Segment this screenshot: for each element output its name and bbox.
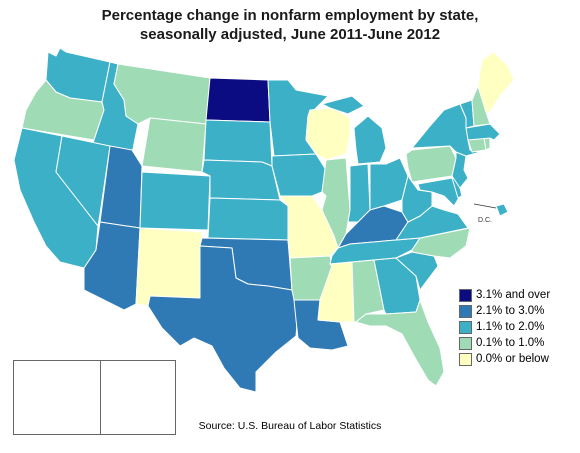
map-title: Percentage change in nonfarm employment … bbox=[0, 6, 580, 44]
legend-swatch bbox=[459, 352, 472, 366]
legend-swatch bbox=[459, 336, 472, 350]
legend-swatch bbox=[459, 288, 472, 302]
state-mi[interactable] bbox=[321, 95, 387, 165]
state-pa[interactable] bbox=[405, 145, 457, 183]
inset-divider bbox=[100, 361, 101, 434]
legend-item: 1.1% to 2.0% bbox=[459, 319, 577, 335]
legend-label: 2.1% to 3.0% bbox=[476, 305, 545, 317]
state-co[interactable] bbox=[139, 171, 211, 231]
state-mt[interactable] bbox=[113, 63, 211, 125]
legend-label: 0.1% to 1.0% bbox=[476, 337, 545, 349]
state-ia[interactable] bbox=[271, 153, 327, 197]
state-ks[interactable] bbox=[207, 197, 289, 241]
legend-item: 3.1% and over bbox=[459, 287, 577, 303]
state-nd[interactable] bbox=[205, 77, 271, 123]
state-ne[interactable] bbox=[201, 159, 281, 201]
legend-label: 1.1% to 2.0% bbox=[476, 321, 545, 333]
state-sd[interactable] bbox=[203, 119, 273, 167]
map-title-line1: Percentage change in nonfarm employment … bbox=[101, 7, 479, 24]
legend-item: 0.0% or below bbox=[459, 351, 577, 367]
state-mo[interactable] bbox=[279, 195, 339, 259]
state-nj[interactable] bbox=[451, 151, 469, 189]
legend: 3.1% and over 2.1% to 3.0% 1.1% to 2.0% … bbox=[459, 287, 577, 367]
dc-label: D.C. bbox=[478, 217, 492, 224]
legend-swatch bbox=[459, 304, 472, 318]
state-vt[interactable] bbox=[459, 99, 475, 129]
source-note: Source: U.S. Bureau of Labor Statistics bbox=[198, 420, 382, 432]
state-wy[interactable] bbox=[141, 117, 207, 173]
legend-item: 0.1% to 1.0% bbox=[459, 335, 577, 351]
legend-item: 2.1% to 3.0% bbox=[459, 303, 577, 319]
state-il[interactable] bbox=[321, 157, 351, 249]
legend-label: 0.0% or below bbox=[476, 353, 549, 365]
legend-swatch bbox=[459, 320, 472, 334]
state-hi-callout[interactable] bbox=[495, 203, 509, 217]
state-ny[interactable] bbox=[411, 103, 481, 157]
state-fl[interactable] bbox=[355, 299, 445, 387]
ak-hi-inset bbox=[13, 360, 176, 435]
state-nm[interactable] bbox=[135, 227, 203, 307]
map-title-line2: seasonally adjusted, June 2011-June 2012 bbox=[139, 26, 441, 43]
legend-label: 3.1% and over bbox=[476, 289, 551, 301]
state-nv[interactable] bbox=[55, 135, 111, 227]
state-wi[interactable] bbox=[305, 107, 351, 161]
state-nh[interactable] bbox=[471, 85, 491, 127]
state-me[interactable] bbox=[477, 51, 515, 113]
state-tx[interactable] bbox=[147, 245, 299, 393]
dc-leader-line bbox=[473, 203, 497, 209]
